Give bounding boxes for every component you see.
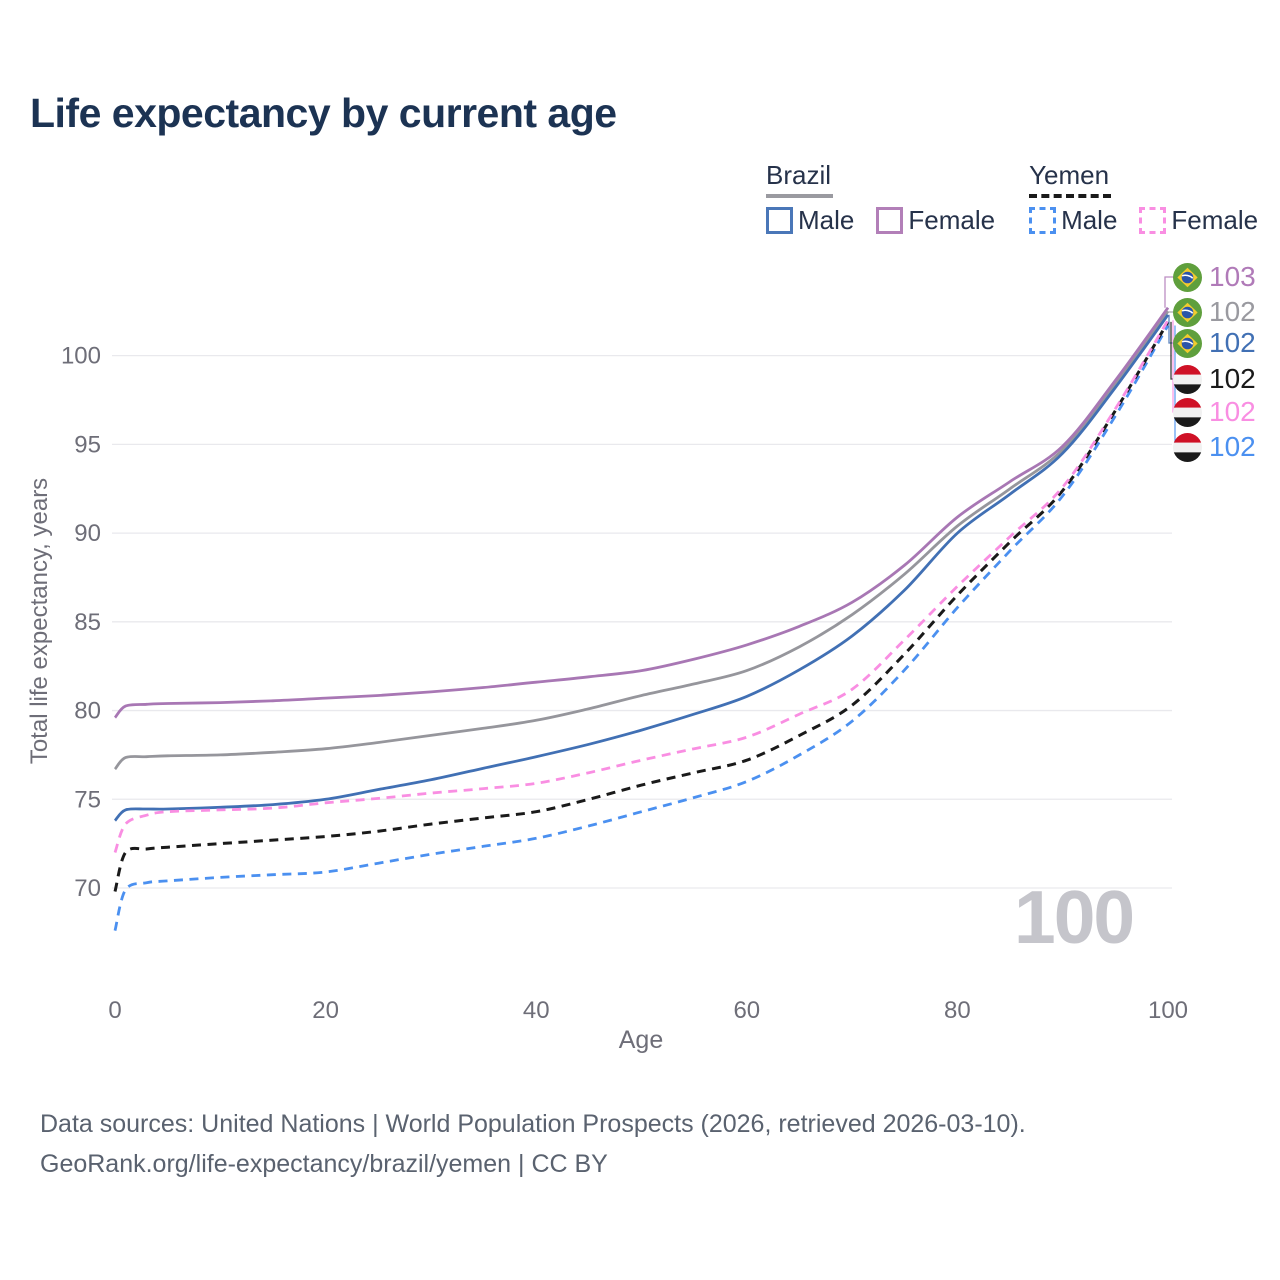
legend-label-yemen-female: Female [1171,205,1259,235]
x-tick-label-20: 20 [312,997,339,1024]
end-label-yemen: 102 [1173,363,1256,394]
end-value: 102 [1209,363,1256,394]
footer-data-sources: Data sources: United Nations | World Pop… [40,1110,1026,1138]
series-line-yemen-female[interactable] [113,319,1170,853]
legend-group-title-yemen[interactable]: Yemen [1029,160,1112,198]
y-tick-label-95: 95 [74,431,101,458]
legend-group-yemen: Yemen Male Female [1029,160,1258,236]
series-line-brazil-male[interactable] [113,313,1170,822]
y-tick-label-100: 100 [61,343,101,370]
chart-watermark: 100 [1014,875,1135,959]
series-line-yemen[interactable] [113,321,1170,892]
footer: Data sources: United Nations | World Pop… [40,1104,1026,1184]
end-value: 103 [1209,261,1256,292]
footer-attribution: GeoRank.org/life-expectancy/brazil/yemen… [40,1150,608,1178]
series-line-brazil[interactable] [113,310,1170,771]
legend-group-brazil: Brazil Male Female [766,160,995,236]
end-value: 102 [1209,396,1256,427]
x-tick-label-100: 100 [1148,997,1188,1024]
y-tick-label-85: 85 [74,609,101,636]
brazil-flag-icon [1173,328,1202,358]
legend-group-title-brazil[interactable]: Brazil [766,160,834,198]
brazil-flag-icon [1173,297,1202,327]
legend-label-yemen-male: Male [1061,205,1118,235]
x-tick-label-80: 80 [944,997,971,1024]
legend-label-brazil-male: Male [798,205,855,235]
end-label-brazil-male: 102 [1173,327,1256,358]
yemen-flag-icon [1173,397,1202,427]
end-label-brazil-female: 103 [1173,261,1256,292]
x-tick-label-60: 60 [733,997,760,1024]
end-label-brazil: 102 [1173,296,1256,327]
brazil-flag-icon [1173,262,1202,292]
y-tick-label-75: 75 [74,786,101,813]
y-tick-label-70: 70 [74,875,101,902]
end-label-yemen-female: 102 [1173,396,1256,427]
end-value: 102 [1209,296,1256,327]
x-axis-title: Age [619,1026,663,1054]
legend-item-yemen-female[interactable]: Female [1139,205,1258,236]
legend-item-brazil-male[interactable]: Male [766,205,854,236]
yemen-flag-icon [1173,432,1202,462]
legend-swatch-brazil-female [876,207,904,234]
end-label-yemen-male: 102 [1173,431,1256,462]
y-tick-label-80: 80 [74,698,101,725]
page-title: Life expectancy by current age [30,90,617,136]
x-tick-label-40: 40 [523,997,550,1024]
legend-swatch-yemen-male [1029,207,1057,234]
y-axis-title: Total life expectancy, years [26,478,53,764]
x-tick-label-0: 0 [108,997,121,1024]
end-value: 102 [1209,327,1256,358]
legend-swatch-brazil-male [766,207,793,234]
legend-swatch-yemen-female [1139,207,1167,234]
legend-item-brazil-female[interactable]: Female [876,205,995,236]
legend: Brazil Male Female Yemen Male [766,160,1258,236]
y-tick-label-90: 90 [74,520,101,547]
yemen-flag-icon [1173,364,1202,394]
end-value: 102 [1209,431,1256,462]
legend-item-yemen-male[interactable]: Male [1029,205,1117,236]
series-line-brazil-female[interactable] [113,306,1170,719]
legend-label-brazil-female: Female [908,205,996,235]
